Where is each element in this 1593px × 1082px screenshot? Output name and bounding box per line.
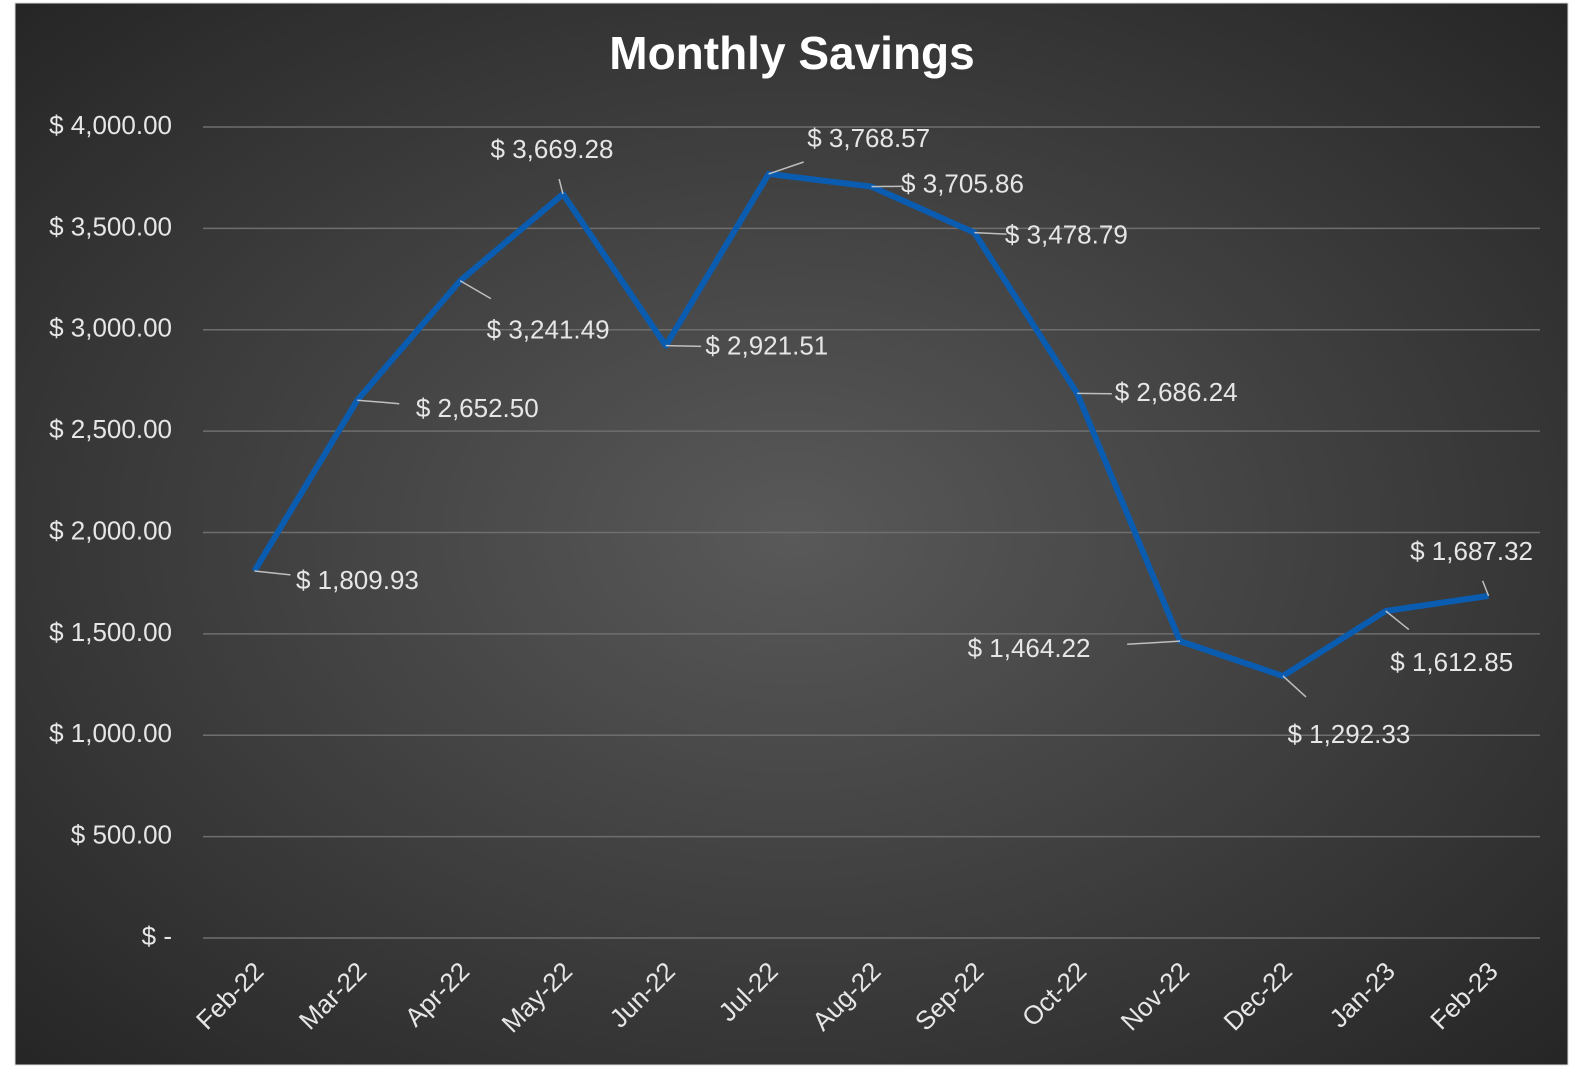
leader-line — [558, 178, 564, 195]
chart-background — [14, 2, 1569, 1066]
y-tick-label: $ 2,500.00 — [49, 414, 172, 444]
leader-line — [1282, 675, 1307, 698]
y-tick-label: $ 4,000.00 — [49, 110, 172, 140]
y-tick-label: $ 500.00 — [71, 820, 172, 850]
y-tick-label: $ 3,000.00 — [49, 313, 172, 343]
leader-line — [1385, 610, 1410, 631]
leader-line — [254, 570, 291, 576]
data-label: $ 1,464.22 — [968, 633, 1091, 663]
y-tick-label: $ 1,500.00 — [49, 617, 172, 647]
y-tick-label: $ 1,000.00 — [49, 718, 172, 748]
data-label: $ 1,612.85 — [1390, 647, 1513, 677]
data-label: $ 2,921.51 — [705, 331, 828, 361]
leader-line — [459, 280, 492, 300]
data-label: $ 3,768.57 — [807, 123, 930, 153]
data-label: $ 3,705.86 — [901, 169, 1024, 199]
chart-title: Monthly Savings — [609, 27, 974, 79]
leader-line — [1127, 640, 1181, 646]
data-label: $ 2,686.24 — [1115, 377, 1238, 407]
data-label: $ 3,241.49 — [487, 315, 610, 345]
leader-line — [357, 399, 400, 405]
leader-line — [1481, 580, 1490, 597]
data-label: $ 1,809.93 — [296, 565, 419, 595]
leader-line — [665, 344, 702, 348]
data-label: $ 3,478.79 — [1005, 220, 1128, 250]
data-label: $ 1,687.32 — [1410, 536, 1533, 566]
data-label: $ 2,652.50 — [416, 393, 539, 423]
leader-line — [768, 161, 804, 175]
y-tick-label: $ 3,500.00 — [49, 211, 172, 241]
y-tick-label: $ - — [142, 921, 172, 951]
y-tick-label: $ 2,000.00 — [49, 515, 172, 545]
data-label: $ 1,292.33 — [1287, 719, 1410, 749]
data-label: $ 3,669.28 — [491, 134, 614, 164]
leader-line — [974, 231, 1007, 235]
